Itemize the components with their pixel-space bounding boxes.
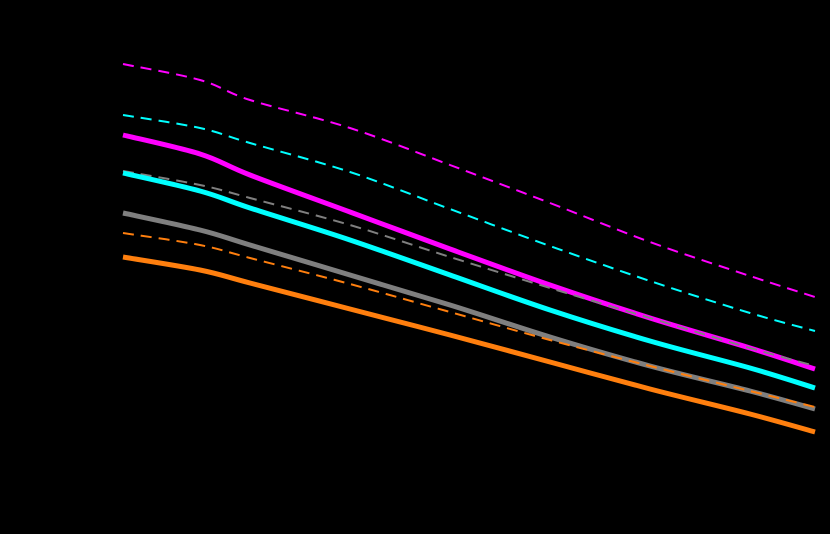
series-layer xyxy=(122,63,816,435)
series-line-gray-solid xyxy=(122,210,816,412)
series-line-gray-dashed xyxy=(122,170,816,367)
series-line-cyan-solid xyxy=(122,170,816,391)
series-line-cyan-dashed xyxy=(122,114,816,332)
series-line-magenta-dashed xyxy=(122,63,816,298)
series-line-orange-solid xyxy=(122,254,816,435)
